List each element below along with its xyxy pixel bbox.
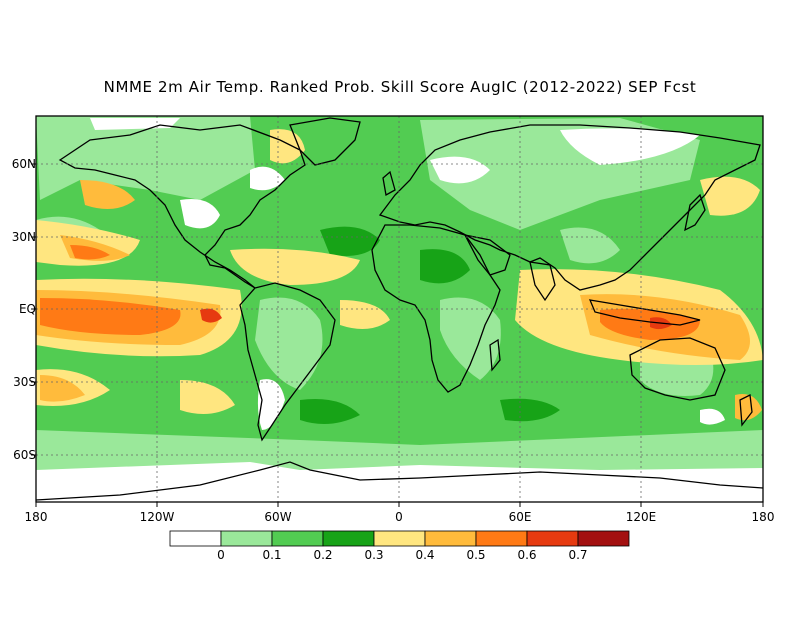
field-white (36, 462, 763, 502)
colorbar-label: 0.2 (313, 548, 333, 562)
colorbar-swatch (424, 530, 477, 547)
coastline-africa (371, 224, 501, 393)
coastline-uk (382, 170, 396, 197)
colorbar-swatch (220, 530, 273, 547)
field-dark-green (320, 226, 380, 256)
field-dark-green (500, 398, 560, 422)
field-dark-orange (40, 298, 181, 335)
field-yellow (270, 129, 305, 164)
colorbar-label: 0.1 (262, 548, 282, 562)
field-white (90, 118, 180, 130)
lon-tick-label: 180 (751, 510, 775, 524)
map-title: NMME 2m Air Temp. Ranked Prob. Skill Sco… (103, 78, 697, 96)
coastline-antarctica (36, 461, 763, 501)
lat-tick-label: EQ (18, 302, 36, 316)
field-dark-green (420, 249, 470, 284)
colorbar-label: 0.4 (415, 548, 435, 562)
colorbar-label: 0 (217, 548, 225, 562)
field-white (560, 128, 700, 165)
field-yellow (700, 176, 760, 216)
coastline-eurasia (378, 124, 761, 291)
colorbar-swatch (475, 530, 528, 547)
lon-tick-label: 120W (139, 510, 175, 524)
coastline-australia (629, 337, 726, 401)
field-light-green (36, 430, 763, 470)
field-yellow (340, 300, 390, 329)
coastline-south-america (239, 282, 336, 442)
field-white (430, 156, 490, 184)
coastline-north-america (58, 124, 306, 289)
axis-ticks (31, 163, 764, 507)
field-light-green (560, 227, 620, 264)
coastline-greenland (289, 117, 361, 166)
colorbar-label: 0.7 (568, 548, 588, 562)
colorbar-label: 0.3 (364, 548, 384, 562)
colorbar (169, 530, 630, 547)
colorbar-swatch (577, 530, 630, 547)
field-white (180, 199, 220, 229)
colorbar-swatch (526, 530, 579, 547)
field-light-green (255, 297, 323, 390)
field-yellow (180, 380, 235, 414)
field-white (700, 408, 725, 425)
field-light-green (440, 297, 501, 380)
coastline-indonesia (588, 299, 701, 326)
lon-tick-label: 120E (625, 510, 657, 524)
field-orange (80, 180, 135, 209)
lon-tick-label: 60W (264, 510, 292, 524)
field-dark-orange (70, 245, 110, 260)
field-yellow (230, 248, 360, 285)
field-white (250, 166, 285, 191)
coastlines (36, 117, 763, 501)
coastline-japan (684, 193, 706, 232)
colorbar-swatch (271, 530, 324, 547)
colorbar-label: 0.6 (517, 548, 537, 562)
colorbar-swatch (373, 530, 426, 547)
lat-tick-label: 60S (13, 448, 36, 462)
gridlines (36, 116, 763, 502)
colorbar-swatch (169, 530, 222, 547)
coastline-new-zealand (739, 394, 753, 427)
field-light-green (36, 116, 255, 200)
coastline-india (529, 261, 556, 302)
skill-field (36, 116, 763, 502)
field-orange (735, 394, 762, 421)
colorbar-swatch (322, 530, 375, 547)
lat-tick-label: 30N (11, 230, 36, 244)
lat-tick-label: 30S (13, 375, 36, 389)
field-dark-green (300, 399, 360, 424)
colorbar-label: 0.5 (466, 548, 486, 562)
coastline-arabia (463, 234, 511, 276)
coastline-madagascar (489, 338, 501, 372)
lat-tick-label: 60N (11, 157, 36, 171)
lon-tick-label: 180 (24, 510, 48, 524)
field-red (200, 308, 222, 323)
lon-tick-label: 0 (395, 510, 403, 524)
lon-tick-label: 60E (508, 510, 532, 524)
